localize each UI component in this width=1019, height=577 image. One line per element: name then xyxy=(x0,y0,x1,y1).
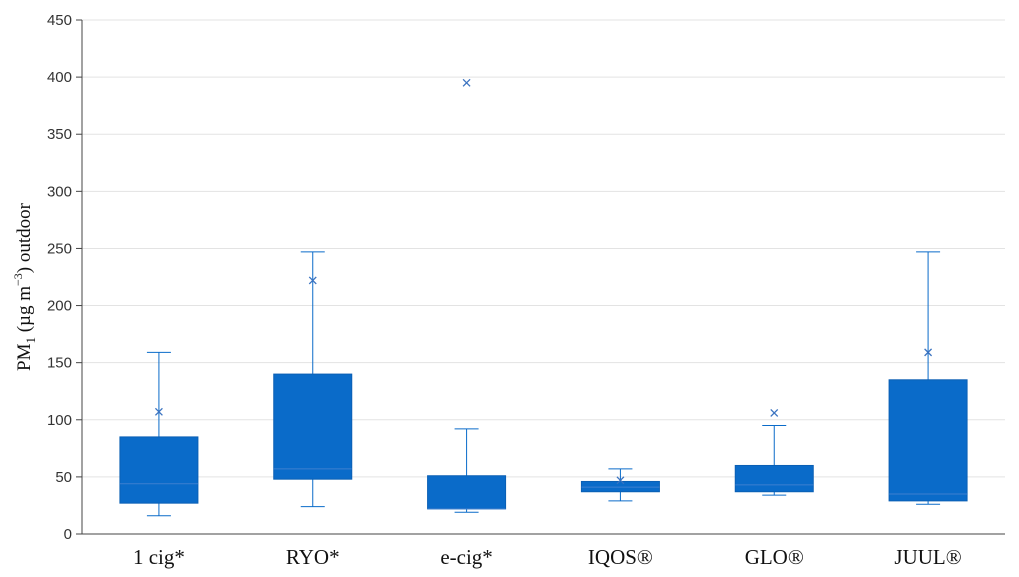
x-category-label: RYO* xyxy=(286,545,340,569)
x-category-label: JUUL® xyxy=(894,545,961,569)
box-group-3 xyxy=(580,468,660,502)
y-tick-label: 50 xyxy=(55,469,72,486)
y-tick-label: 350 xyxy=(47,126,72,143)
y-tick-label: 150 xyxy=(47,355,72,372)
y-tick-label: 400 xyxy=(47,69,72,86)
mean-marker xyxy=(154,407,163,416)
box xyxy=(427,475,507,510)
box-group-2 xyxy=(427,78,507,513)
x-category-label: GLO® xyxy=(745,545,804,569)
y-title-main: PM xyxy=(14,343,35,371)
y-tick-label: 300 xyxy=(47,183,72,200)
y-tick-label: 200 xyxy=(47,298,72,315)
mean-marker xyxy=(308,276,317,285)
mean-marker xyxy=(770,408,779,417)
box-group-1 xyxy=(273,251,353,508)
box-series xyxy=(119,78,968,517)
box xyxy=(273,373,353,480)
x-category-label: e-cig* xyxy=(440,545,492,569)
y-tick-label: 100 xyxy=(47,412,72,429)
y-title-mid: (µg m xyxy=(14,286,35,337)
box-group-5 xyxy=(888,251,968,505)
gridlines xyxy=(82,19,1005,478)
y-title-superscript: −3 xyxy=(11,273,25,286)
box xyxy=(119,436,199,504)
y-title-suffix: ) outdoor xyxy=(14,202,35,273)
box-group-0 xyxy=(119,351,199,517)
y-axis-title: PM1 (µg m−3) outdoor xyxy=(11,202,38,371)
box-group-4 xyxy=(734,408,814,496)
box xyxy=(888,379,968,502)
box xyxy=(734,464,814,493)
y-tick-label: 0 xyxy=(64,526,72,543)
labels: 0 50 100 150 200 250 300 350 400 450 1 cig* RYO* e-c… xyxy=(47,12,962,569)
x-category-label: IQOS® xyxy=(588,545,653,569)
x-category-label: 1 cig* xyxy=(133,545,185,569)
mean-marker xyxy=(462,78,471,87)
box xyxy=(580,480,660,493)
y-tick-label: 450 xyxy=(47,12,72,29)
y-tick-label: 250 xyxy=(47,240,72,257)
axes xyxy=(76,19,1005,535)
mean-marker xyxy=(616,476,625,485)
mean-marker xyxy=(924,348,933,357)
y-title-subscript: 1 xyxy=(23,337,38,344)
